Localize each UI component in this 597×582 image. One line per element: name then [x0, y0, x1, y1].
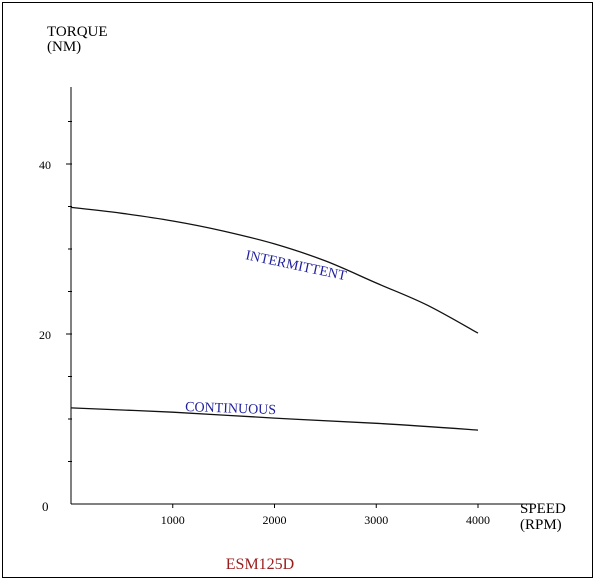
- x-axis-label-line1: SPEED: [520, 501, 566, 517]
- x-tick-label: 1000: [161, 513, 185, 527]
- y-axis-label-line2: (NM): [47, 39, 81, 55]
- x-tick-label: 3000: [364, 513, 388, 527]
- axes: [70, 87, 534, 505]
- series-label-intermittent: INTERMITTENT: [244, 248, 348, 284]
- chart-frame: [2, 2, 593, 578]
- x-tick-label: 2000: [263, 513, 287, 527]
- series-line-continuous: [70, 407, 479, 431]
- series-layer: [70, 206, 479, 431]
- chart-title: ESM125D: [226, 556, 294, 573]
- x-tick-label: 4000: [466, 513, 490, 527]
- series-label-continuous: CONTINUOUS: [185, 400, 276, 418]
- y-axis-label-line1: TORQUE: [47, 24, 108, 40]
- origin-tick-label: 0: [42, 499, 49, 514]
- series-line-intermittent: [70, 206, 479, 334]
- ticks: 20 40 1000 2000 3000 4000: [39, 121, 490, 527]
- y-tick-label: 40: [39, 158, 51, 172]
- y-tick-label: 20: [39, 328, 51, 342]
- x-axis-label-line2: (RPM): [520, 517, 562, 533]
